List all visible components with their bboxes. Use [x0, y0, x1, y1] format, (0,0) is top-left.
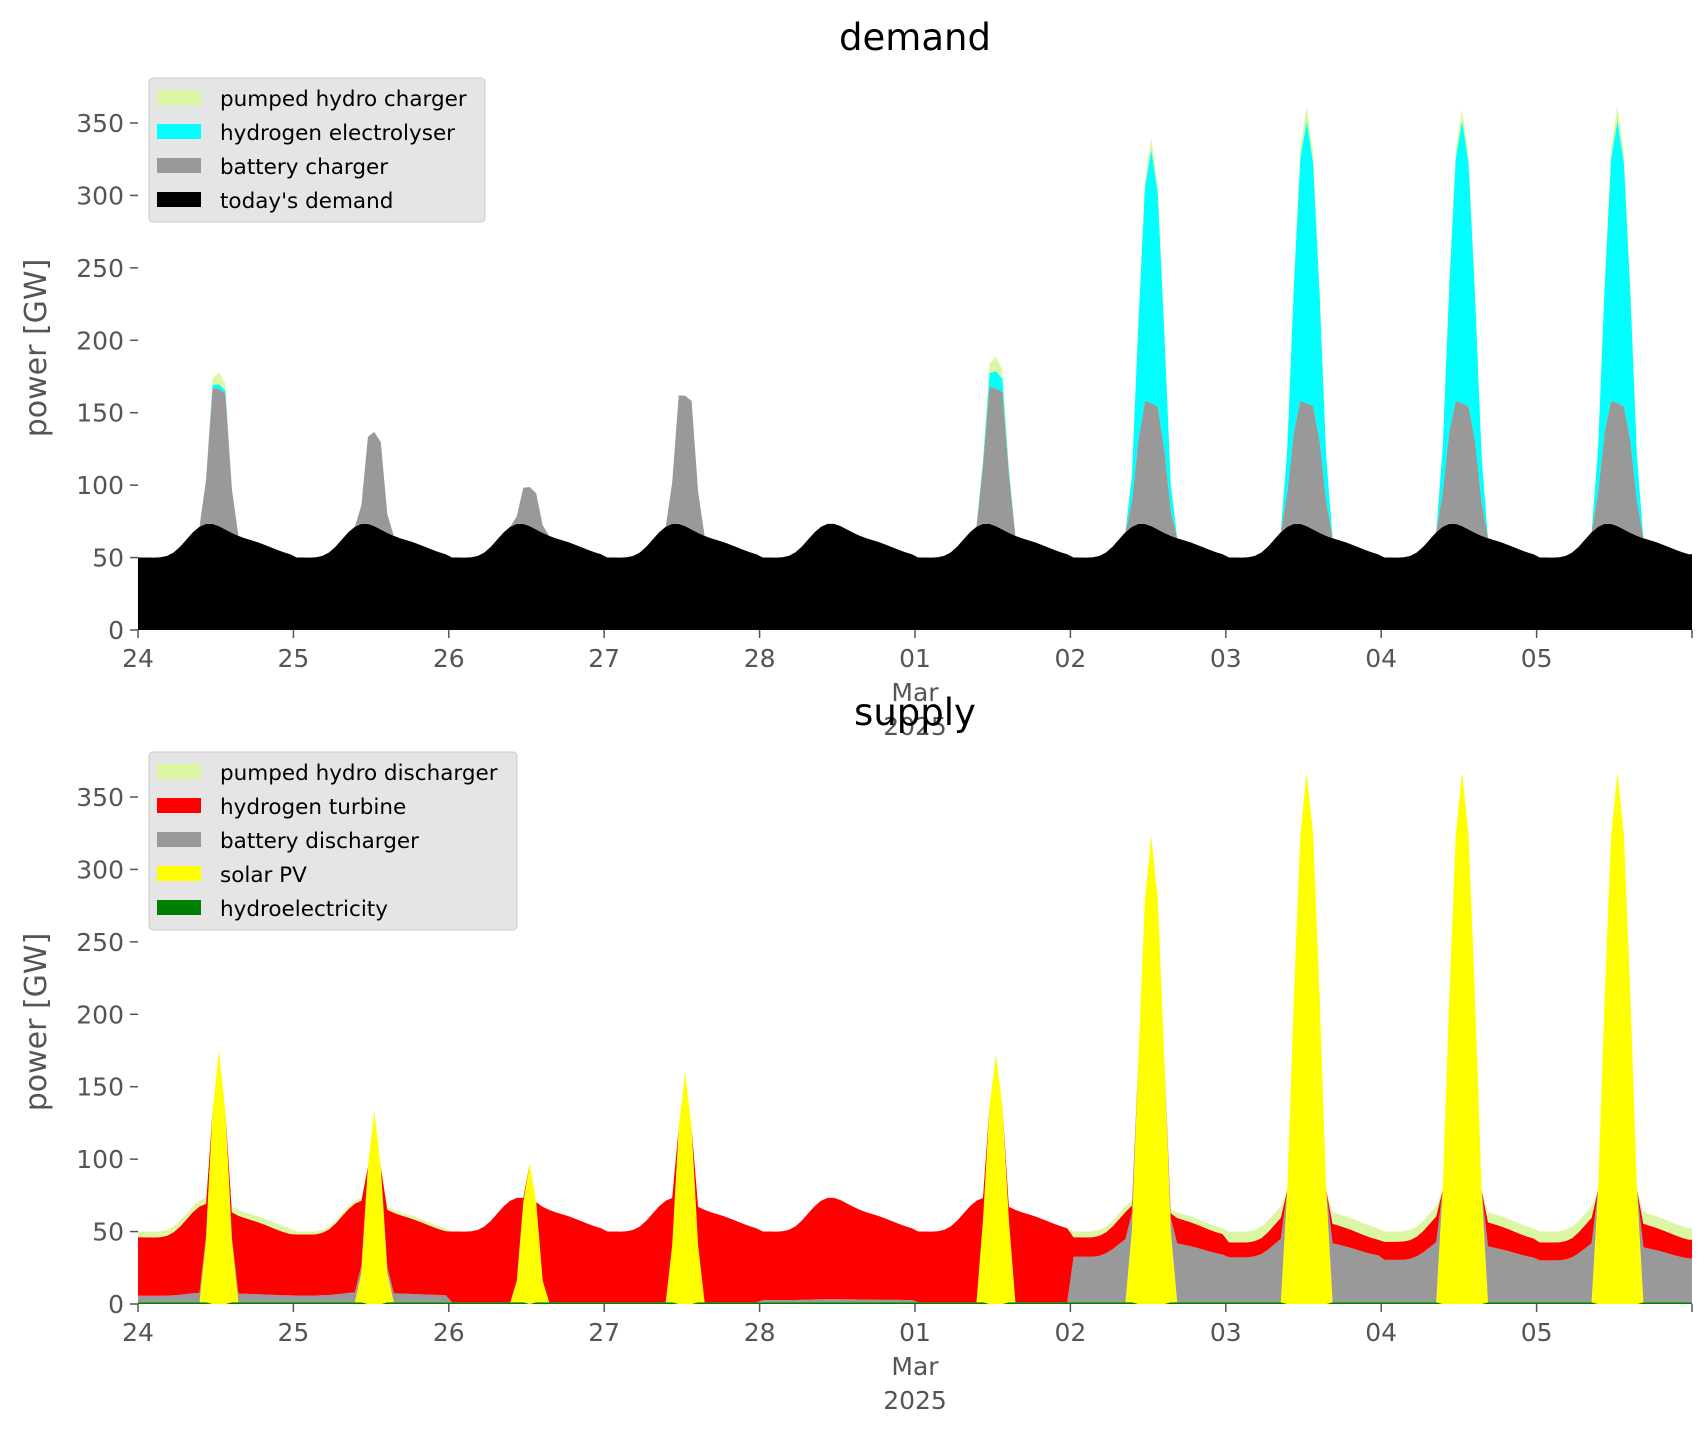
supply-area-hydroelectricity	[138, 1302, 1692, 1304]
demand-legend-label-hydrogen-electrolyser: hydrogen electrolyser	[220, 121, 455, 146]
demand-x-tick-label: 02	[1054, 644, 1086, 673]
demand-area-today-s-demand	[138, 523, 1692, 630]
supply-legend-label-battery-discharger: battery discharger	[220, 829, 419, 854]
demand-x-tick-label: 05	[1521, 644, 1553, 673]
supply-x-tick-label: 01	[899, 1318, 931, 1347]
demand-x-tick-sublabel: Mar	[891, 678, 939, 707]
demand-legend-box	[148, 77, 486, 223]
supply-chart-title: supply	[854, 691, 976, 734]
demand-legend-swatch-hydrogen-electrolyser	[157, 124, 201, 139]
supply-x-tick-label: 25	[277, 1318, 309, 1347]
supply-legend-label-hydrogen-turbine: hydrogen turbine	[220, 795, 406, 820]
supply-x-tick-label: 02	[1054, 1318, 1086, 1347]
supply-x-tick-sublabel: 2025	[883, 1386, 947, 1415]
demand-legend-swatch-pumped-hydro-charger	[157, 90, 201, 105]
demand-x-tick-label: 03	[1210, 644, 1242, 673]
demand-y-tick-label: 200	[76, 326, 124, 355]
demand-y-tick-label: 50	[92, 544, 124, 573]
demand-y-tick-label: 250	[76, 254, 124, 283]
supply-x-tick-label: 27	[588, 1318, 620, 1347]
supply-x-tick-label: 28	[744, 1318, 776, 1347]
demand-x-tick-label: 28	[744, 644, 776, 673]
demand-y-tick-label: 350	[76, 109, 124, 138]
demand-legend-swatch-battery-charger	[157, 158, 201, 173]
demand-x-tick-sublabel: 2025	[883, 712, 947, 741]
supply-y-tick-label: 150	[76, 1073, 124, 1102]
demand-legend: pumped hydro charger hydrogen electrolys…	[148, 77, 486, 223]
supply-legend-label-hydroelectricity: hydroelectricity	[220, 897, 388, 922]
supply-legend-swatch-battery-discharger	[157, 832, 201, 847]
supply-area-series	[138, 772, 1692, 1304]
demand-legend-label-todays-demand: today's demand	[220, 189, 393, 214]
demand-legend-swatch-todays-demand	[157, 192, 201, 207]
supply-legend-swatch-hydrogen-turbine	[157, 798, 201, 813]
demand-x-tick-label: 24	[122, 644, 154, 673]
supply-x-tick-label: 04	[1365, 1318, 1397, 1347]
demand-area-battery-charger	[138, 386, 1692, 558]
demand-x-tick-label: 27	[588, 644, 620, 673]
demand-y-tick-label: 150	[76, 399, 124, 428]
demand-x-tick-label: 01	[899, 644, 931, 673]
demand-chart-title: demand	[839, 16, 991, 59]
supply-legend-swatch-hydroelectricity	[157, 900, 201, 915]
supply-y-tick-label: 250	[76, 928, 124, 957]
supply-y-axis-label: power [GW]	[19, 933, 54, 1112]
supply-legend-label-pumped-hydro-discharger: pumped hydro discharger	[220, 761, 498, 786]
supply-y-tick-label: 350	[76, 783, 124, 812]
supply-legend-box	[148, 751, 518, 931]
demand-y-axis-label: power [GW]	[19, 259, 54, 438]
supply-legend-swatch-pumped-hydro-discharger	[157, 764, 201, 779]
supply-x-tick-label: 24	[122, 1318, 154, 1347]
demand-area-series	[138, 106, 1692, 630]
supply-x-tick-label: 05	[1521, 1318, 1553, 1347]
supply-y-tick-label: 300	[76, 855, 124, 884]
supply-y-tick-label: 50	[92, 1218, 124, 1247]
supply-x-tick-label: 03	[1210, 1318, 1242, 1347]
demand-y-tick-label: 300	[76, 181, 124, 210]
supply-legend-label-solar-pv: solar PV	[220, 863, 307, 888]
supply-x-tick-sublabel: Mar	[891, 1352, 939, 1381]
demand-area-hydrogen-electrolyser	[138, 120, 1692, 558]
supply-y-tick-label: 200	[76, 1000, 124, 1029]
demand-x-tick-label: 25	[277, 644, 309, 673]
demand-y-tick-label: 100	[76, 471, 124, 500]
supply-legend-swatch-solar-pv	[157, 866, 201, 881]
supply-legend: pumped hydro discharger hydrogen turbine…	[148, 751, 518, 931]
demand-y-tick-label: 0	[108, 616, 124, 645]
supply-x-tick-label: 26	[433, 1318, 465, 1347]
supply-y-tick-label: 100	[76, 1145, 124, 1174]
supply-area-hydrogen-turbine	[138, 772, 1692, 1303]
demand-x-tick-label: 04	[1365, 644, 1397, 673]
demand-legend-label-pumped-hydro-charger: pumped hydro charger	[220, 87, 467, 112]
supply-area-solar-pv	[138, 772, 1692, 1304]
demand-x-tick-label: 26	[433, 644, 465, 673]
supply-y-tick-label: 0	[108, 1290, 124, 1319]
demand-legend-label-battery-charger: battery charger	[220, 155, 388, 180]
